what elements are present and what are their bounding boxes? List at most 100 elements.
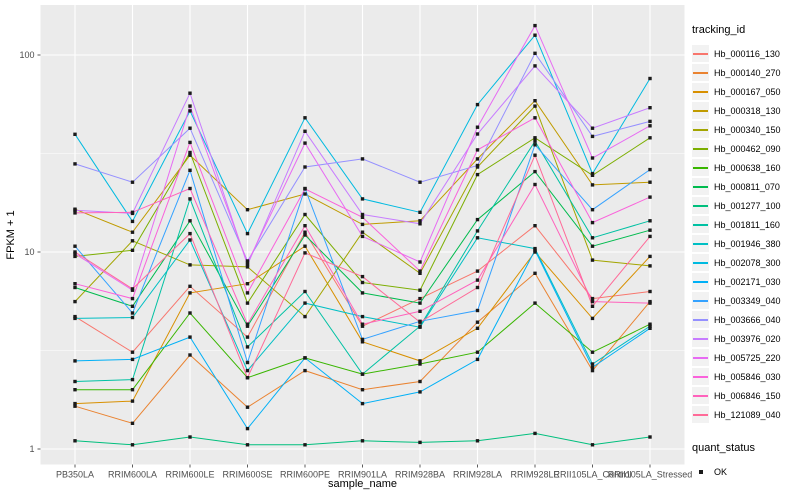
data-point-marker xyxy=(418,269,422,273)
data-point-marker xyxy=(303,165,307,169)
x-tick-label: RRIM928BA xyxy=(395,470,445,480)
legend-key-line-icon xyxy=(693,147,708,150)
data-point-marker xyxy=(648,435,652,439)
data-point-marker xyxy=(590,244,595,248)
legend-key-line-icon xyxy=(693,356,708,359)
data-point-marker xyxy=(590,443,595,447)
data-point-marker xyxy=(475,229,480,233)
data-point-marker xyxy=(590,296,595,301)
data-point-marker xyxy=(418,301,422,305)
data-point-marker xyxy=(188,104,192,108)
data-point-marker xyxy=(73,439,77,443)
legend-item-Hb_000462_090: Hb_000462_090 xyxy=(692,139,798,158)
data-point-marker xyxy=(648,119,652,124)
data-point-marker xyxy=(590,220,595,225)
data-point-marker xyxy=(475,132,480,136)
legend-item-label: Hb_005725_220 xyxy=(714,352,781,363)
legend-key-swatch xyxy=(692,102,709,119)
data-point-marker xyxy=(245,263,250,267)
data-point-marker xyxy=(130,219,135,224)
data-point-marker xyxy=(590,299,595,304)
legend-key-swatch xyxy=(692,178,709,195)
data-point-marker xyxy=(533,136,537,140)
data-point-marker xyxy=(360,401,365,406)
data-point-marker xyxy=(130,357,135,362)
legend-item-Hb_003976_020: Hb_003976_020 xyxy=(692,329,798,348)
data-point-marker xyxy=(360,222,365,227)
legend-item-Hb_006846_150: Hb_006846_150 xyxy=(692,386,798,405)
data-point-marker xyxy=(475,102,480,107)
data-point-marker xyxy=(533,139,537,143)
data-point-marker xyxy=(188,168,192,172)
legend-key-swatch xyxy=(692,121,709,138)
data-point-marker xyxy=(130,210,135,214)
legend-item-ok: OK xyxy=(692,462,798,481)
data-point-marker xyxy=(418,210,422,214)
data-point-marker xyxy=(188,109,192,113)
data-point-marker xyxy=(533,104,537,108)
data-point-marker xyxy=(73,162,77,166)
data-point-marker xyxy=(418,271,422,275)
legend-item-Hb_000340_150: Hb_000340_150 xyxy=(692,120,798,139)
data-point-marker xyxy=(73,299,77,304)
legend-key-swatch xyxy=(692,349,709,366)
data-point-marker xyxy=(130,350,135,354)
legend-key-swatch xyxy=(692,83,709,100)
x-tick-label: RRIM928LE xyxy=(510,470,559,480)
legend-key-swatch xyxy=(692,159,709,176)
data-point-marker xyxy=(475,172,480,177)
y-tick-label: 1 xyxy=(29,444,34,454)
legend-item-Hb_001811_160: Hb_001811_160 xyxy=(692,215,798,234)
data-point-marker xyxy=(475,439,480,443)
data-point-marker xyxy=(648,301,652,305)
data-point-marker xyxy=(360,324,365,328)
data-point-marker xyxy=(418,288,422,292)
data-point-marker xyxy=(73,359,77,363)
data-point-marker xyxy=(533,169,537,174)
data-point-marker xyxy=(418,309,422,313)
legend-item-label: Hb_000318_130 xyxy=(714,105,781,116)
data-point-marker xyxy=(188,231,192,236)
legend-item-label: Hb_000462_090 xyxy=(714,143,781,154)
data-point-marker xyxy=(648,264,652,268)
legend-key-swatch xyxy=(692,45,709,62)
y-axis-title: FPKM + 1 xyxy=(5,210,17,260)
data-point-marker xyxy=(188,353,192,357)
data-point-marker xyxy=(475,357,480,362)
legend-item-label: Hb_001811_160 xyxy=(714,219,780,230)
data-point-marker xyxy=(590,236,595,240)
legend-item-label: Hb_002171_030 xyxy=(714,276,781,287)
legend-key-line-icon xyxy=(693,166,708,169)
data-point-marker xyxy=(73,132,77,136)
legend-item-Hb_005725_220: Hb_005725_220 xyxy=(692,348,798,367)
legend-key-swatch xyxy=(692,197,709,214)
black-square-marker-icon xyxy=(692,463,709,480)
data-point-marker xyxy=(245,322,250,326)
data-point-marker xyxy=(360,280,365,285)
data-point-marker xyxy=(648,195,652,199)
data-point-marker xyxy=(648,136,652,140)
legend-key-swatch xyxy=(692,311,709,328)
data-point-marker xyxy=(418,222,422,226)
legend-item-label: Hb_005846_030 xyxy=(714,371,781,382)
data-point-marker xyxy=(303,187,307,191)
legend-item-label: Hb_121089_040 xyxy=(714,409,781,420)
data-point-marker xyxy=(303,224,307,228)
legend-quant-status: quant_status OK xyxy=(692,442,798,481)
legend-item-label: Hb_000340_150 xyxy=(714,124,781,135)
legend-key-line-icon xyxy=(693,242,708,245)
data-point-marker xyxy=(590,183,595,187)
legend-item-Hb_000116_130: Hb_000116_130 xyxy=(692,44,798,63)
data-point-marker xyxy=(245,324,250,328)
legend-key-line-icon xyxy=(693,52,708,55)
data-point-marker xyxy=(73,388,77,392)
data-point-marker xyxy=(303,368,307,373)
legend-item-label: Hb_003976_020 xyxy=(714,333,781,344)
data-point-marker xyxy=(245,282,250,286)
data-point-marker xyxy=(303,289,307,294)
data-point-marker xyxy=(303,356,307,360)
legend-key-line-icon xyxy=(693,109,708,112)
data-point-marker xyxy=(475,285,480,290)
legend-key-swatch xyxy=(692,273,709,290)
